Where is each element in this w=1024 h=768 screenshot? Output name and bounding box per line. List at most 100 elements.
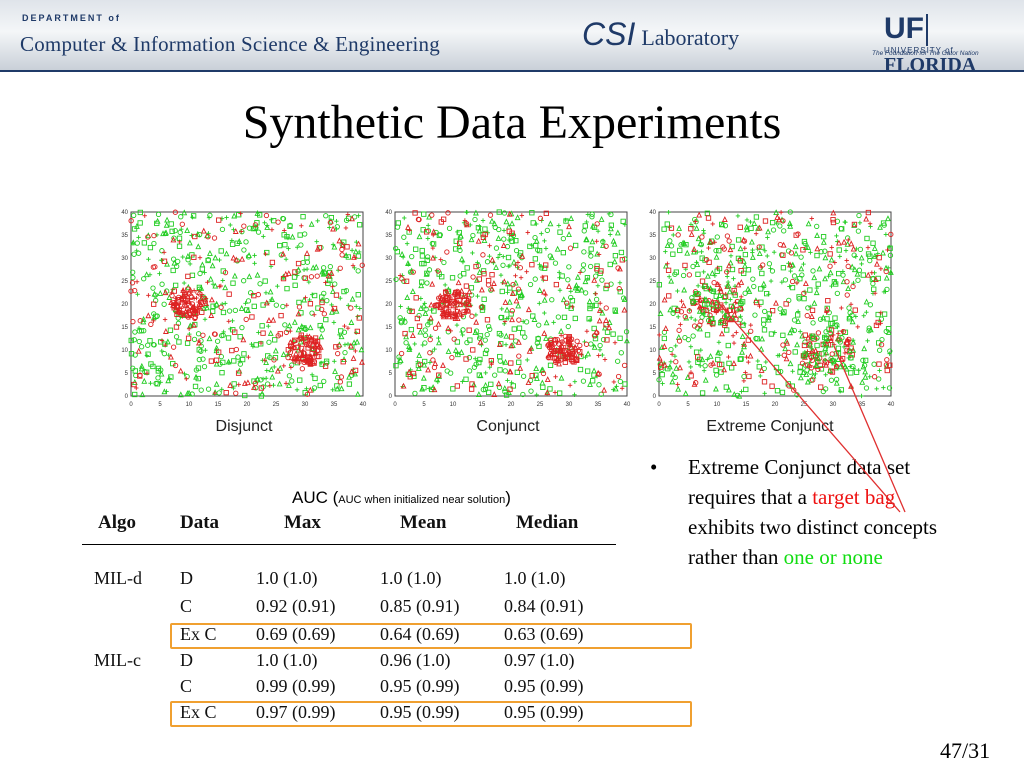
- data-point: [263, 359, 270, 366]
- data-point: [172, 362, 179, 369]
- data-point: [668, 359, 674, 365]
- data-point: [597, 342, 603, 349]
- data-point: [304, 391, 311, 397]
- data-point: [567, 342, 573, 347]
- data-point: [536, 343, 542, 350]
- data-point: [407, 228, 412, 233]
- data-point: [393, 363, 399, 369]
- data-point: [170, 256, 177, 262]
- data-point: [567, 245, 574, 251]
- data-point: [887, 245, 893, 251]
- data-point: [202, 299, 208, 305]
- data-point: [497, 367, 503, 373]
- data-point: [145, 351, 151, 357]
- data-point: [548, 339, 554, 346]
- data-point: [695, 359, 701, 365]
- data-point: [478, 304, 485, 310]
- data-point: [177, 229, 183, 236]
- data-point: [168, 374, 174, 380]
- data-point: [295, 245, 300, 250]
- cell-mean: 0.85 (0.91): [380, 596, 460, 616]
- x-tick-label: 15: [215, 402, 222, 408]
- data-point: [673, 343, 678, 349]
- data-point: [713, 253, 720, 260]
- data-point: [278, 312, 284, 319]
- data-point: [297, 338, 304, 345]
- data-point: [233, 256, 240, 263]
- data-point: [854, 270, 861, 277]
- data-point: [141, 276, 147, 282]
- data-point: [440, 296, 447, 303]
- header-algo: Algo: [98, 512, 136, 533]
- data-point: [319, 306, 325, 313]
- data-point: [525, 230, 530, 235]
- data-point: [399, 251, 406, 257]
- data-point: [296, 304, 303, 310]
- data-point: [151, 318, 156, 324]
- data-point: [563, 217, 568, 223]
- data-point: [530, 313, 536, 319]
- data-point: [706, 245, 711, 251]
- data-point: [707, 352, 714, 359]
- data-point: [751, 220, 758, 226]
- data-point: [614, 229, 621, 236]
- cell-algo: MIL-c: [94, 650, 141, 670]
- data-point: [231, 272, 238, 279]
- data-point: [169, 228, 175, 234]
- data-point: [702, 363, 708, 369]
- data-point: [515, 260, 521, 265]
- data-point: [726, 238, 732, 244]
- header-max: Max: [284, 512, 321, 533]
- cell-mean: 0.64 (0.69): [380, 624, 460, 644]
- data-point: [796, 294, 802, 300]
- data-point: [482, 350, 489, 357]
- data-point: [508, 311, 514, 317]
- data-point: [489, 272, 495, 278]
- data-point: [297, 360, 302, 366]
- data-point: [134, 248, 139, 253]
- data-point: [446, 225, 453, 231]
- data-point: [880, 249, 886, 256]
- data-point: [172, 209, 178, 215]
- bullet-text-one-or-none: one or none: [783, 545, 883, 569]
- data-point: [174, 308, 181, 315]
- data-point: [167, 327, 174, 333]
- data-point: [608, 281, 614, 287]
- data-point: [700, 284, 706, 290]
- data-point: [501, 236, 507, 242]
- data-point: [232, 307, 239, 314]
- data-point: [706, 259, 712, 265]
- data-point: [716, 282, 722, 287]
- data-point: [693, 317, 698, 323]
- data-point: [293, 350, 299, 357]
- data-point: [598, 391, 604, 397]
- data-point: [857, 220, 863, 226]
- cell-mean: 0.95 (0.99): [380, 702, 460, 722]
- data-point: [172, 282, 179, 289]
- y-tick-label: 25: [385, 279, 392, 285]
- data-point: [177, 391, 184, 398]
- data-point: [516, 359, 522, 365]
- data-point: [146, 257, 151, 262]
- data-point: [461, 271, 467, 277]
- data-point: [131, 381, 137, 388]
- data-point: [528, 388, 534, 394]
- data-point: [408, 326, 415, 333]
- data-point: [436, 372, 442, 378]
- data-point: [516, 289, 523, 295]
- data-point: [427, 336, 433, 343]
- data-point: [600, 238, 606, 244]
- data-point: [525, 379, 532, 386]
- data-point: [252, 261, 257, 266]
- data-point: [506, 237, 512, 243]
- data-point: [437, 232, 443, 238]
- data-point: [338, 385, 345, 392]
- dept-label-small: DEPARTMENT of: [22, 13, 121, 23]
- data-point: [878, 266, 884, 272]
- data-point: [445, 348, 452, 354]
- data-point: [252, 380, 258, 386]
- data-point: [742, 246, 747, 251]
- data-point: [298, 345, 305, 352]
- data-point: [680, 272, 687, 279]
- data-point: [423, 270, 430, 277]
